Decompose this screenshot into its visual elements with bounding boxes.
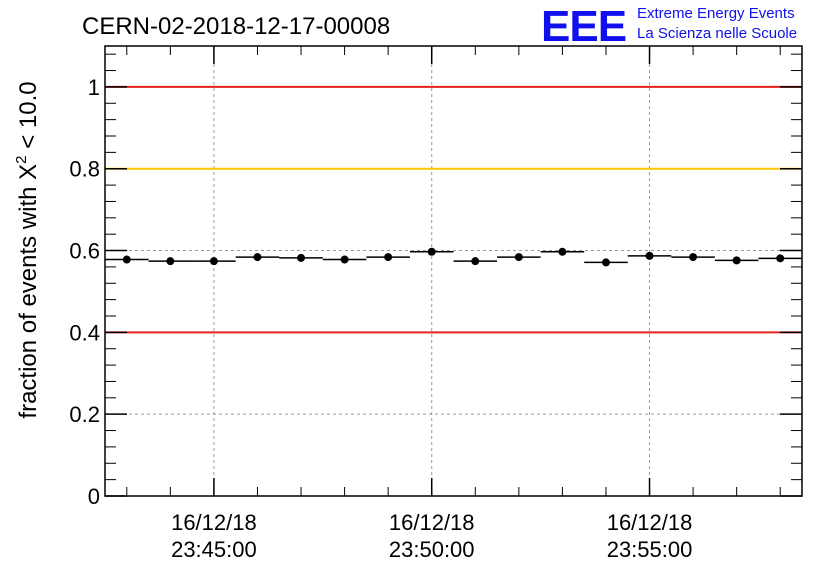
- y-tick-label: 0.6: [69, 239, 100, 264]
- data-point: [253, 253, 262, 262]
- data-point: [384, 253, 393, 262]
- x-tick-time-label: 23:50:00: [389, 537, 475, 562]
- y-axis-label-symbol: X: [15, 164, 42, 180]
- data-point: [297, 253, 306, 262]
- x-tick-time-label: 23:45:00: [171, 537, 257, 562]
- y-tick-label: 0.2: [69, 402, 100, 427]
- y-axis-label: fraction of events with X2 < 10.0: [13, 81, 42, 418]
- eee-logo: EEE Extreme Energy Events La Scienza nel…: [541, 2, 797, 51]
- y-tick-label: 1: [88, 75, 100, 100]
- org-name-line2: La Scienza nelle Scuole: [637, 25, 797, 42]
- data-point: [166, 257, 175, 266]
- data-point: [122, 255, 131, 264]
- data-point: [209, 257, 218, 266]
- x-tick-date-label: 16/12/18: [389, 510, 475, 535]
- data-point: [514, 253, 523, 262]
- data-point: [645, 251, 654, 260]
- axes: 00.20.40.60.8116/12/1823:45:0016/12/1823…: [69, 45, 803, 562]
- x-tick-date-label: 16/12/18: [607, 510, 693, 535]
- data-point: [776, 254, 785, 263]
- eee-logo-text: EEE: [541, 2, 626, 51]
- plot-frame: [104, 45, 803, 497]
- y-axis-label-suffix: < 10.0: [15, 81, 42, 155]
- data-point: [340, 255, 349, 264]
- data-point: [732, 256, 741, 265]
- data-point: [427, 247, 436, 256]
- chart-title: CERN-02-2018-12-17-00008: [82, 13, 390, 40]
- y-axis-label-exponent: 2: [13, 155, 30, 163]
- data-point: [601, 258, 610, 267]
- data-point: [558, 247, 567, 256]
- y-axis-label-prefix: fraction of events with: [15, 180, 42, 419]
- org-name-line1: Extreme Energy Events: [637, 5, 795, 22]
- grid: [105, 46, 802, 497]
- y-tick-label: 0: [88, 484, 100, 509]
- y-tick-label: 0.8: [69, 157, 100, 182]
- data-point: [689, 253, 698, 262]
- data-series: [105, 247, 802, 267]
- reference-lines: [105, 85, 802, 334]
- x-tick-date-label: 16/12/18: [171, 510, 257, 535]
- data-point: [471, 257, 480, 266]
- y-tick-label: 0.4: [69, 320, 100, 345]
- x-tick-time-label: 23:55:00: [607, 537, 693, 562]
